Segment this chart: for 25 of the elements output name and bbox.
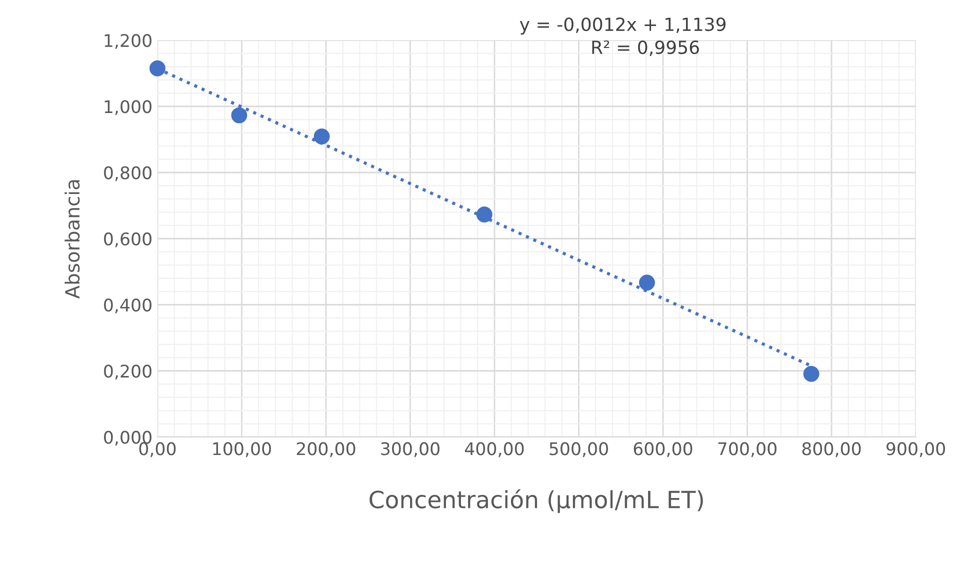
y-axis-title: Absorbancia — [64, 180, 80, 299]
annotation: R² = 0,9956 — [592, 40, 699, 56]
x-tick-label: 300,00 — [381, 442, 440, 458]
y-tick-label: 0,600 — [104, 232, 152, 248]
x-tick-label: 700,00 — [718, 442, 776, 458]
point — [803, 366, 820, 382]
x-tick-label: 200,00 — [296, 442, 356, 458]
y-tick-label: 0,400 — [104, 298, 152, 314]
text: y = -0,0012x + 1,1139 — [520, 17, 726, 35]
y-tick-label: 0,200 — [104, 364, 152, 380]
x-axis-title: Concentración (µmol/mL ET) — [370, 489, 703, 514]
y-tick-label: 0,800 — [104, 166, 152, 182]
x-tick-label: 900,00 — [886, 442, 945, 458]
x-tick-label: 600,00 — [634, 442, 692, 458]
point — [476, 206, 492, 222]
x-tick-label: 100,00 — [213, 442, 271, 458]
point — [231, 107, 248, 124]
x-tick-label: 400,00 — [464, 442, 524, 458]
y-tick-label: 1,200 — [104, 34, 152, 49]
point — [314, 128, 330, 144]
x-tick-label: 500,00 — [550, 442, 608, 458]
y-tick-label: 1,000 — [104, 100, 152, 115]
point — [149, 60, 166, 76]
x-tick-label: 800,00 — [802, 442, 861, 458]
point — [639, 274, 655, 291]
